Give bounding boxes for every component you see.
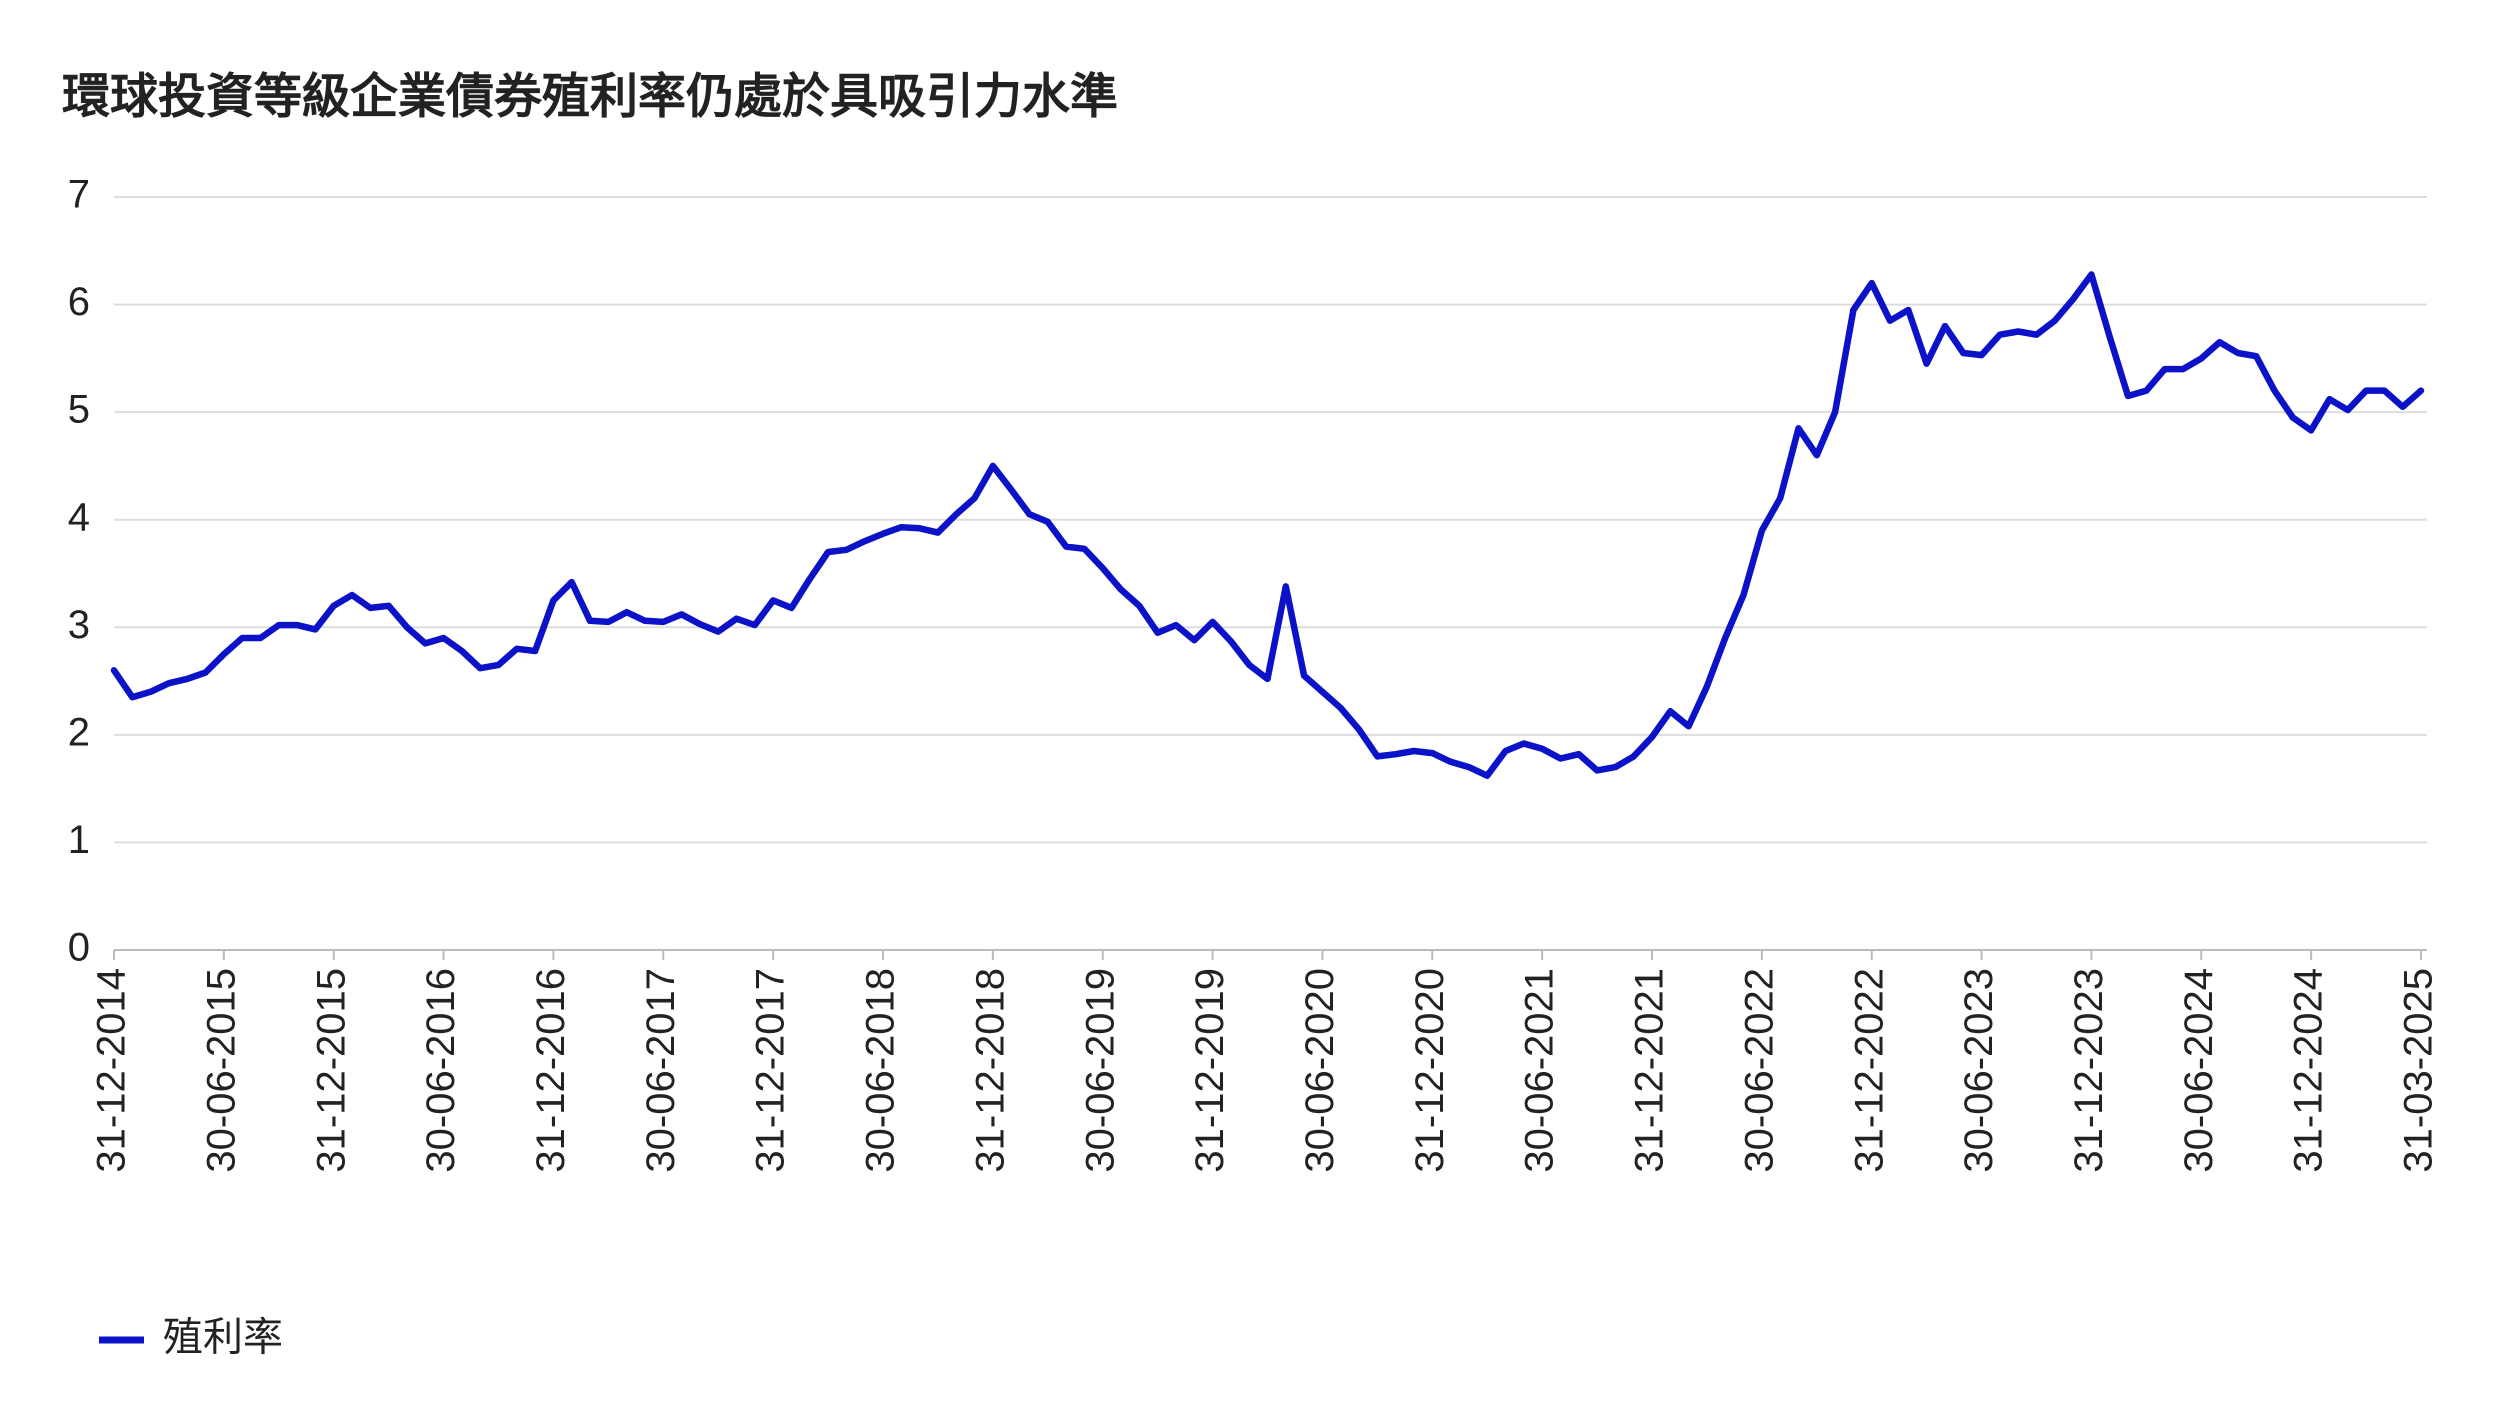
y-tick-label: 5 — [68, 388, 90, 432]
x-tick-label: 30-06-2015 — [199, 968, 243, 1173]
y-tick-label: 0 — [68, 926, 90, 970]
x-tick-label: 31-12-2019 — [1188, 968, 1232, 1173]
x-tick-label: 31-12-2024 — [2287, 968, 2331, 1173]
x-tick-label: 31-12-2014 — [90, 968, 134, 1173]
x-tick-label: 30-06-2019 — [1078, 968, 1122, 1173]
x-tick-label: 31-12-2021 — [1628, 968, 1672, 1173]
x-tick-label: 31-12-2023 — [2067, 968, 2111, 1173]
x-tick-label: 30-06-2016 — [419, 968, 463, 1173]
x-tick-label: 31-12-2018 — [968, 968, 1012, 1173]
x-tick-label: 31-03-2025 — [2397, 968, 2441, 1173]
legend-label: 殖利率 — [163, 1316, 283, 1360]
y-tick-label: 3 — [68, 603, 90, 647]
x-tick-label: 30-06-2020 — [1298, 968, 1342, 1173]
y-tick-label: 2 — [68, 710, 90, 754]
y-tick-label: 7 — [68, 173, 90, 217]
x-tick-label: 30-06-2021 — [1518, 968, 1562, 1173]
x-tick-label: 30-06-2018 — [859, 968, 903, 1173]
x-tick-label: 30-06-2022 — [1737, 968, 1781, 1173]
x-tick-label: 31-12-2022 — [1847, 968, 1891, 1173]
x-tick-label: 31-12-2015 — [309, 968, 353, 1173]
x-tick-label: 30-06-2017 — [639, 968, 683, 1173]
x-tick-label: 30-06-2023 — [1957, 968, 2001, 1173]
x-tick-label: 31-12-2020 — [1408, 968, 1452, 1173]
y-tick-label: 6 — [68, 280, 90, 324]
y-tick-label: 4 — [68, 495, 90, 539]
data-line — [110, 271, 2425, 779]
x-tick-label: 30-06-2024 — [2177, 968, 2221, 1173]
chart-title: 環球投資等級企業債券殖利率仍處於具吸引力水準 — [62, 71, 1118, 124]
y-tick-label: 1 — [68, 818, 90, 862]
x-tick-label: 31-12-2016 — [529, 968, 573, 1173]
x-tick-label: 31-12-2017 — [749, 968, 793, 1173]
